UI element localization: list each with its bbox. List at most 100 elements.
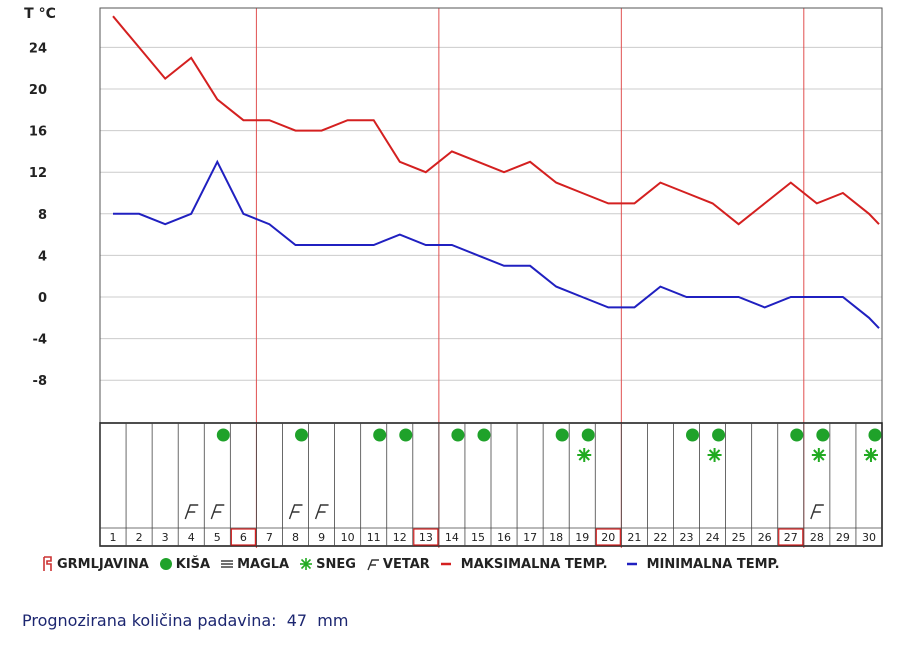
- y-tick-label: 24: [29, 41, 47, 56]
- legend-rain: KIŠA: [159, 557, 210, 572]
- y-tick-label: 4: [38, 249, 47, 264]
- day-label: 1: [110, 531, 117, 544]
- wind-icon: [810, 504, 824, 520]
- plot-area: [100, 8, 882, 423]
- highlighted-day-box: [595, 528, 621, 546]
- rain-dot-icon: [216, 428, 230, 442]
- day-label: 18: [549, 531, 563, 544]
- rain-dot-icon: [555, 428, 569, 442]
- precip-unit: mm: [317, 611, 349, 630]
- snowflake-icon: [707, 448, 722, 462]
- wind-icon: [184, 504, 199, 520]
- rain-dot-icon: [868, 428, 882, 442]
- rain-dot-icon: [816, 428, 830, 442]
- y-tick-label: -8: [33, 374, 47, 389]
- legend-fog-label: MAGLA: [237, 556, 290, 572]
- max-line-icon: [440, 562, 451, 566]
- wind-icon: [288, 504, 303, 520]
- legend-max: MAKSIMALNA TEMP.: [440, 557, 608, 572]
- legend: GRMLJAVINA KIŠA MAGLA SNEG VETAR: [42, 553, 790, 575]
- day-label: 8: [292, 531, 299, 544]
- snowflake-icon: [300, 558, 313, 570]
- day-label: 5: [214, 531, 221, 544]
- day-label: 10: [341, 531, 355, 544]
- legend-snow: SNEG: [299, 557, 356, 572]
- rain-dot-icon: [159, 558, 172, 570]
- legend-wind-label: VETAR: [382, 556, 430, 572]
- highlighted-day-box: [778, 528, 804, 546]
- day-label: 16: [497, 531, 511, 544]
- legend-wind: VETAR: [366, 557, 430, 572]
- highlighted-day-box: [413, 528, 439, 546]
- y-tick-label: -4: [33, 333, 47, 348]
- day-label: 12: [393, 531, 407, 544]
- rain-dot-icon: [686, 428, 699, 442]
- y-tick-label: 12: [29, 166, 47, 181]
- snowflake-icon: [577, 448, 592, 462]
- day-label: 24: [706, 531, 720, 544]
- legend-max-label: MAKSIMALNA TEMP.: [460, 556, 608, 572]
- day-label: 4: [188, 531, 195, 544]
- max-temperature-line: [112, 15, 880, 226]
- day-label: 26: [758, 531, 772, 544]
- rain-dot-icon: [451, 428, 465, 442]
- chart-grid: [100, 8, 882, 548]
- precip-label: Prognozirana količina padavina:: [22, 611, 277, 630]
- day-label: 29: [836, 531, 850, 544]
- precip-value: 47: [286, 611, 308, 630]
- rain-dot-icon: [477, 428, 491, 442]
- y-tick-label: 0: [38, 291, 47, 306]
- day-label: 28: [810, 531, 824, 544]
- day-label: 23: [680, 531, 694, 544]
- thunder-icon: [43, 556, 52, 571]
- day-label: 17: [523, 531, 537, 544]
- temperature-lines: [112, 15, 880, 329]
- min-line-icon: [626, 562, 637, 566]
- day-label: 6: [240, 531, 247, 544]
- min-temperature-line: [113, 159, 880, 329]
- day-label: 19: [575, 531, 589, 544]
- y-tick-label: 20: [29, 83, 47, 98]
- rain-dot-icon: [790, 428, 804, 442]
- legend-fog: MAGLA: [220, 557, 289, 572]
- snowflake-icon: [863, 448, 878, 462]
- precipitation-summary: Prognozirana količina padavina: 47 mm: [22, 611, 348, 630]
- y-tick-label: 8: [38, 208, 47, 223]
- day-label: 30: [862, 531, 876, 544]
- day-label: 27: [784, 531, 798, 544]
- day-label: 20: [601, 531, 615, 544]
- day-label: 15: [471, 531, 485, 544]
- day-label: 21: [627, 531, 641, 544]
- legend-thunder-label: GRMLJAVINA: [57, 556, 149, 572]
- rain-dot-icon: [712, 428, 726, 442]
- wind-icon: [367, 559, 379, 571]
- wind-icon: [314, 504, 329, 520]
- day-label: 9: [318, 531, 325, 544]
- rain-dot-icon: [295, 428, 308, 442]
- day-label: 25: [732, 531, 746, 544]
- fog-icon: [221, 560, 234, 568]
- day-label: 2: [136, 531, 143, 544]
- day-label: 22: [653, 531, 667, 544]
- day-label: 11: [367, 531, 381, 544]
- legend-min: MINIMALNA TEMP.: [626, 557, 780, 572]
- day-labels: 1 2 3 4 5 6 7 8 9 10 11 12 13 14 15 16 17 18 19 20 21 22 23 24 2…: [99, 423, 882, 546]
- day-label: 13: [419, 531, 433, 544]
- legend-snow-label: SNEG: [316, 556, 356, 572]
- legend-thunder: GRMLJAVINA: [42, 556, 149, 572]
- day-label: 7: [266, 531, 273, 544]
- legend-min-label: MINIMALNA TEMP.: [646, 556, 780, 572]
- rain-dot-icon: [581, 428, 595, 442]
- day-label: 3: [162, 531, 169, 544]
- legend-rain-label: KIŠA: [175, 556, 211, 572]
- y-tick-label: 16: [29, 125, 47, 140]
- weather-symbols: [184, 428, 882, 520]
- day-label: 14: [445, 531, 459, 544]
- highlighted-day-box: [230, 528, 256, 546]
- rain-dot-icon: [399, 428, 413, 442]
- rain-dot-icon: [373, 428, 387, 442]
- y-axis-title: T °C: [24, 6, 56, 22]
- snowflake-icon: [811, 448, 826, 462]
- wind-icon: [210, 504, 225, 520]
